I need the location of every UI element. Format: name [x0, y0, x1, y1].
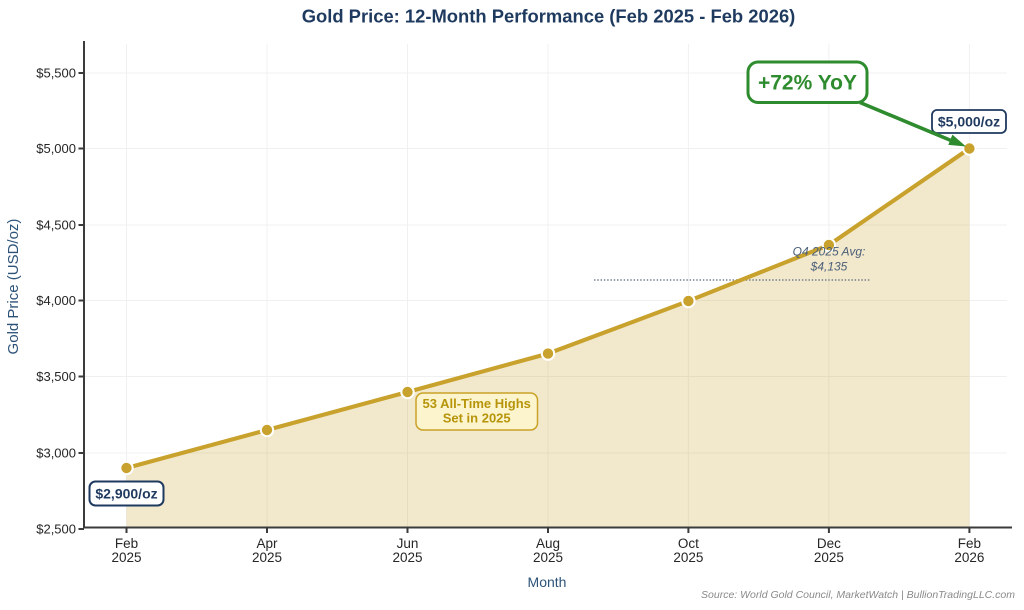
svg-text:Month: Month — [528, 574, 567, 590]
svg-text:$2,500: $2,500 — [36, 522, 76, 537]
svg-text:$3,000: $3,000 — [36, 446, 76, 461]
svg-text:Source: World Gold Council, Ma: Source: World Gold Council, MarketWatch … — [701, 589, 1015, 601]
svg-text:Aug: Aug — [536, 536, 560, 551]
svg-text:Apr: Apr — [256, 536, 278, 551]
svg-text:2025: 2025 — [673, 550, 703, 565]
svg-text:$5,000: $5,000 — [36, 141, 76, 156]
svg-text:Q4 2025 Avg:: Q4 2025 Avg: — [793, 245, 866, 259]
svg-text:2026: 2026 — [954, 550, 984, 565]
svg-text:2025: 2025 — [814, 550, 844, 565]
svg-text:$4,135: $4,135 — [810, 260, 848, 274]
svg-text:53 All-Time Highs: 53 All-Time Highs — [423, 396, 531, 411]
svg-text:Set in 2025: Set in 2025 — [443, 411, 511, 426]
svg-text:Oct: Oct — [678, 536, 699, 551]
svg-text:$2,900/oz: $2,900/oz — [95, 486, 157, 502]
svg-text:2025: 2025 — [252, 550, 282, 565]
svg-text:2025: 2025 — [111, 550, 141, 565]
svg-text:2025: 2025 — [533, 550, 563, 565]
svg-text:2025: 2025 — [392, 550, 422, 565]
svg-text:$3,500: $3,500 — [36, 369, 76, 384]
svg-text:$5,500: $5,500 — [36, 66, 76, 81]
svg-text:Feb: Feb — [958, 536, 981, 551]
svg-text:Gold Price: 12-Month Performan: Gold Price: 12-Month Performance (Feb 20… — [302, 6, 796, 27]
svg-text:Feb: Feb — [115, 536, 138, 551]
svg-text:Gold Price (USD/oz): Gold Price (USD/oz) — [5, 219, 22, 355]
svg-text:$4,500: $4,500 — [36, 218, 76, 233]
svg-text:$5,000/oz: $5,000/oz — [938, 114, 1000, 130]
svg-text:+72% YoY: +72% YoY — [758, 72, 857, 95]
svg-text:Dec: Dec — [817, 536, 841, 551]
svg-text:$4,000: $4,000 — [36, 293, 76, 308]
svg-text:Jun: Jun — [397, 536, 419, 551]
